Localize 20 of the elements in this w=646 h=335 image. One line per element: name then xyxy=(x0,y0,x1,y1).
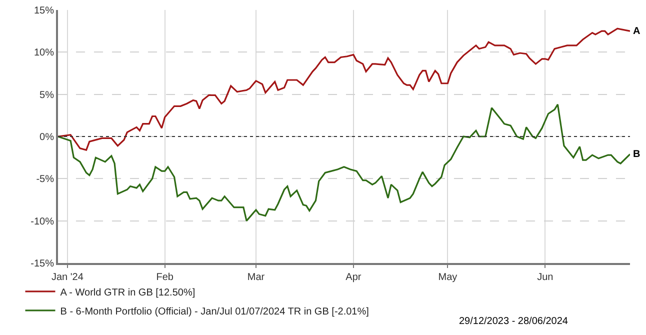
x-tick-label: Jan '24 xyxy=(51,272,84,283)
annotation: B xyxy=(633,149,640,160)
text: 29/12/2023 - 28/06/2024 xyxy=(459,316,568,327)
legend-label: A - World GTR in GB [12.50%] xyxy=(60,287,196,298)
legend-label: B - 6-Month Portfolio (Official) - Jan/Jul 01/07/2024 TR in GB [-2.01%] xyxy=(60,306,370,318)
y-tick-label: -5% xyxy=(36,174,54,186)
annotation: A xyxy=(633,26,640,37)
x-tick-label: Jun xyxy=(537,272,554,283)
line-series xyxy=(58,104,630,222)
y-tick-label: 10% xyxy=(34,48,54,59)
x-tick-label: Mar xyxy=(247,272,266,283)
y-tick-label: -10% xyxy=(30,216,54,228)
x-tick-label: Feb xyxy=(156,272,174,283)
y-tick-label: 15% xyxy=(34,6,54,16)
y-tick-label: -15% xyxy=(30,258,54,270)
y-tick-label: 0% xyxy=(40,132,54,143)
line-series xyxy=(58,28,630,151)
x-tick-label: May xyxy=(438,272,458,283)
y-tick-label: 5% xyxy=(40,90,54,101)
x-tick-label: Apr xyxy=(346,272,362,283)
